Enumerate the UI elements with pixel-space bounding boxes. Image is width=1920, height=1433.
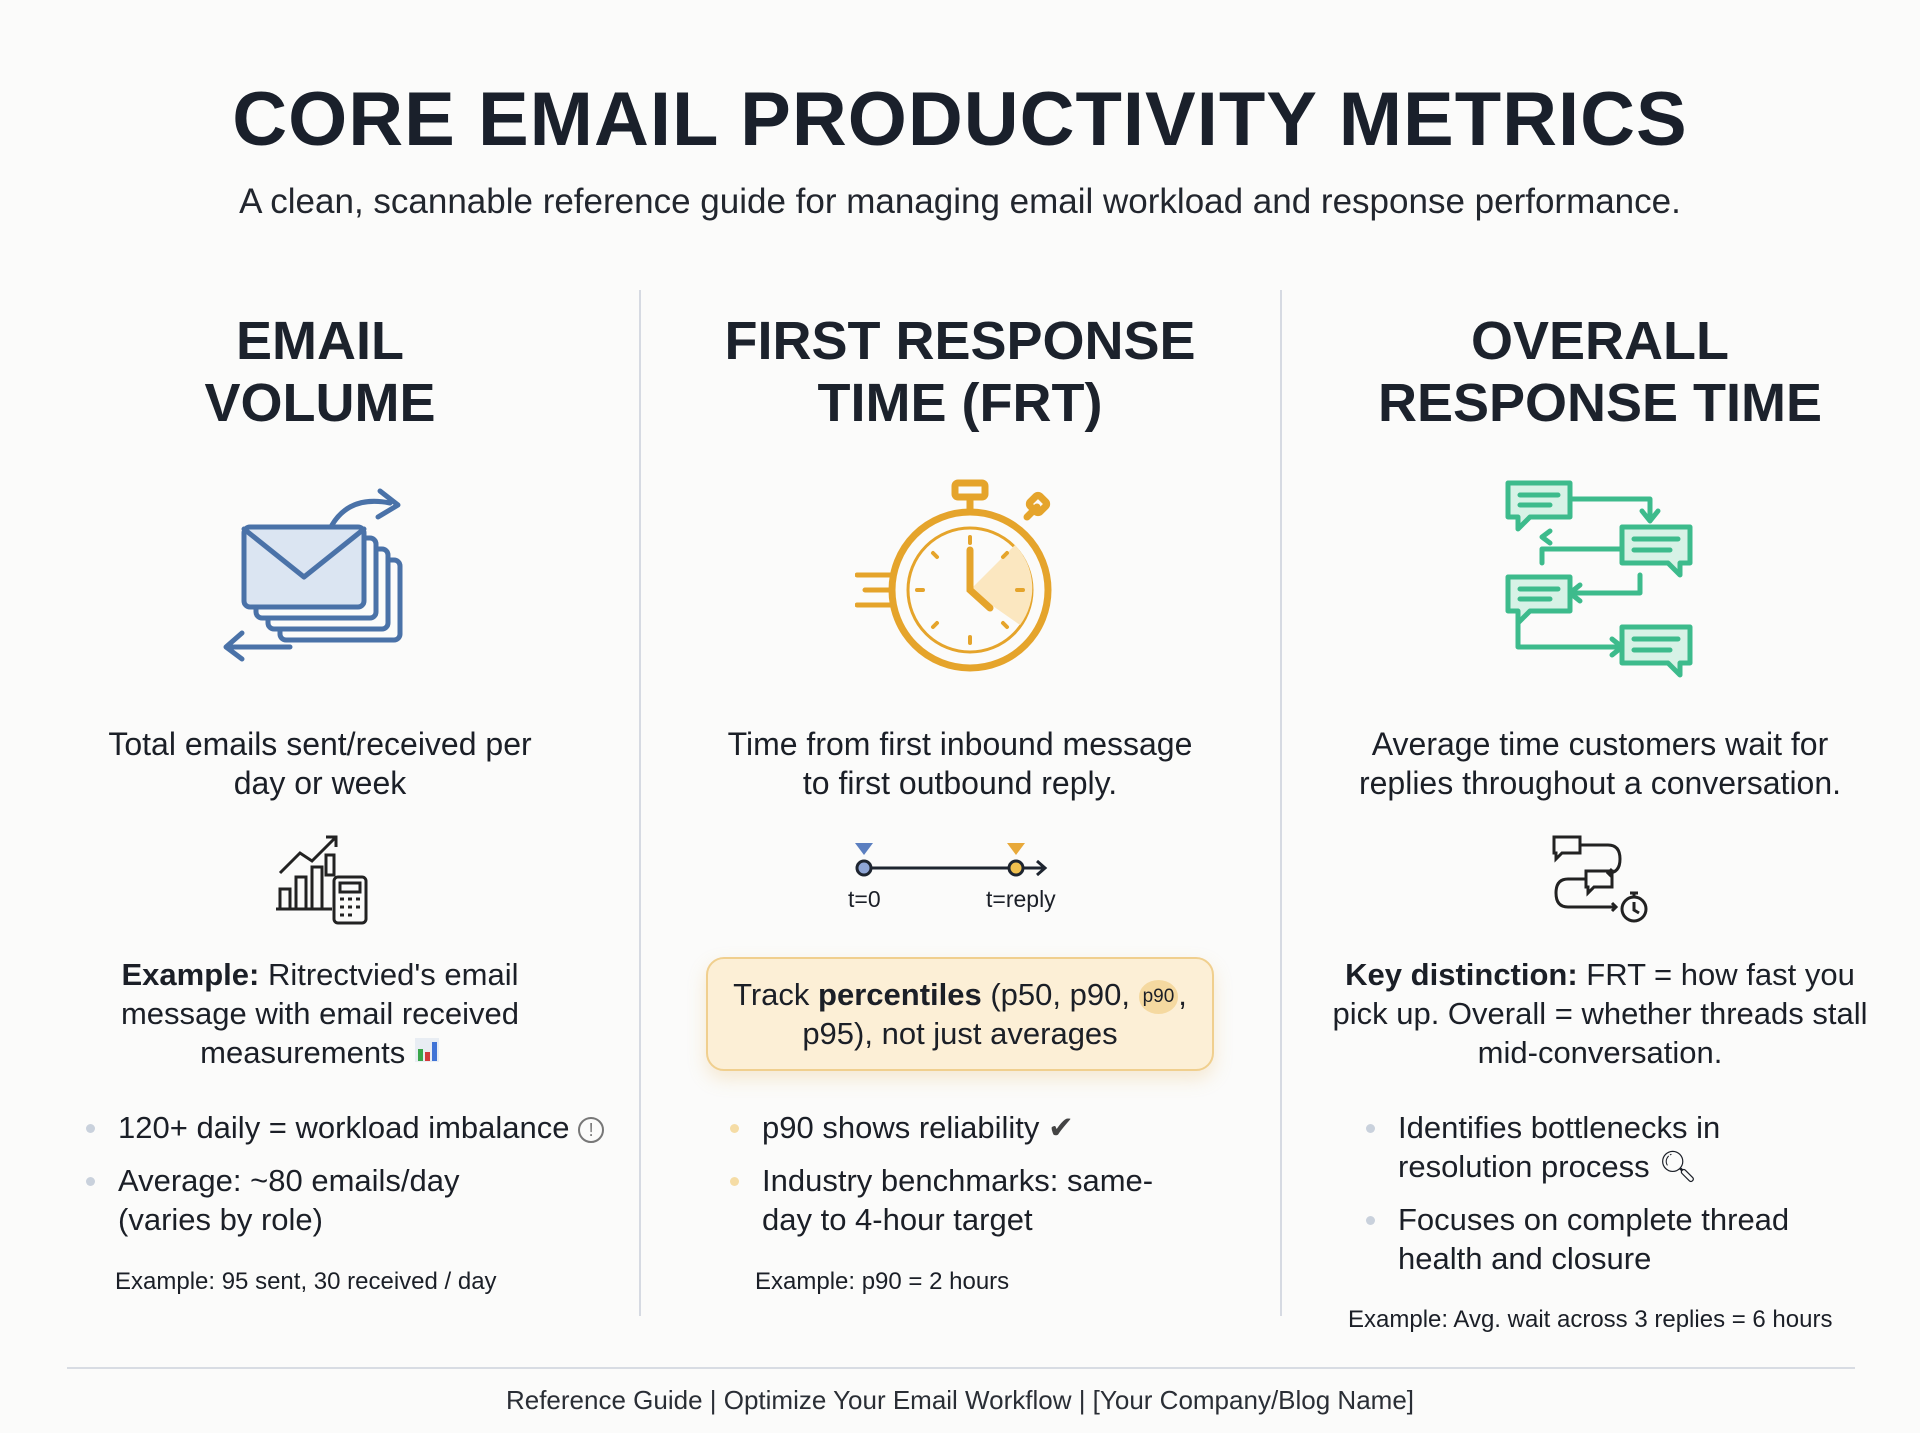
conversation-flow-icon (1505, 480, 1693, 678)
column-email-volume: EMAIL VOLUME Total emails sent/received p… (20, 300, 620, 1360)
checkmark-icon: ✔ (1048, 1110, 1075, 1145)
bullet-list: p90 shows reliability ✔ Industry benchma… (730, 1108, 1200, 1253)
exclamation-circle-icon: ! (578, 1116, 605, 1143)
bullet-item: Average: ~80 emails/day (varies by role) (86, 1161, 466, 1239)
page-subtitle: A clean, scannable reference guide for m… (239, 182, 1681, 221)
footnote: Example: Avg. wait across 3 replies = 6 … (1348, 1306, 1833, 1333)
timeline-end-label: t=reply (986, 886, 1056, 912)
column-description: Average time customers wait for replies … (1358, 726, 1842, 801)
column-heading: EMAIL VOLUME (204, 311, 436, 433)
column-overall-response-time: OVERALL RESPONSE TIME Average time custom… (1300, 300, 1900, 1360)
column-first-response-time: FIRST RESPONSE TIME (FRT) Time from first… (660, 300, 1260, 1360)
example-text: Example: Ritrectvied's email message wit… (120, 957, 519, 1070)
bullet-item: 120+ daily = workload imbalance ! (86, 1108, 626, 1147)
email-stack-arrows-icon (223, 488, 403, 662)
bullet-item: Identifies bottlenecks in resolution pro… (1366, 1108, 1826, 1186)
chart-calculator-icon (276, 835, 368, 925)
column-heading: FIRST RESPONSE TIME (FRT) (724, 311, 1196, 433)
stopwatch-icon (855, 479, 1052, 672)
footnote: Example: 95 sent, 30 received / day (115, 1268, 497, 1295)
bullet-item: p90 shows reliability ✔ (730, 1108, 1200, 1147)
column-divider (1280, 290, 1282, 1316)
percentile-callout: Track percentiles (p50, p90, p90, p95), … (706, 957, 1214, 1071)
magnifier-icon: 🔍︎ (1658, 1149, 1698, 1184)
chat-loop-timer-icon (1552, 835, 1648, 923)
timeline-start-label: t=0 (848, 886, 881, 912)
bullet-list: 120+ daily = workload imbalance ! Averag… (86, 1108, 626, 1253)
column-heading: OVERALL RESPONSE TIME (1377, 311, 1823, 433)
footnote: Example: p90 = 2 hours (755, 1268, 1010, 1295)
bullet-list: Identifies bottlenecks in resolution pro… (1366, 1108, 1826, 1292)
footer-text: Reference Guide | Optimize Your Email Wo… (505, 1385, 1415, 1415)
column-description: Time from first inbound message to first… (727, 726, 1193, 801)
bar-chart-emoji (414, 1038, 439, 1062)
page-title: CORE EMAIL PRODUCTIVITY METRICS (232, 77, 1688, 162)
bullet-item: Industry benchmarks: same-day to 4-hour … (730, 1161, 1200, 1239)
footer-divider (67, 1367, 1855, 1369)
example-text: Key distinction: FRT = how fast you pick… (1332, 957, 1868, 1070)
column-description: Total emails sent/received per day or we… (108, 726, 532, 801)
column-divider (639, 290, 641, 1316)
bullet-item: Focuses on complete thread health and cl… (1366, 1200, 1826, 1278)
timeline-diagram (855, 843, 1048, 877)
